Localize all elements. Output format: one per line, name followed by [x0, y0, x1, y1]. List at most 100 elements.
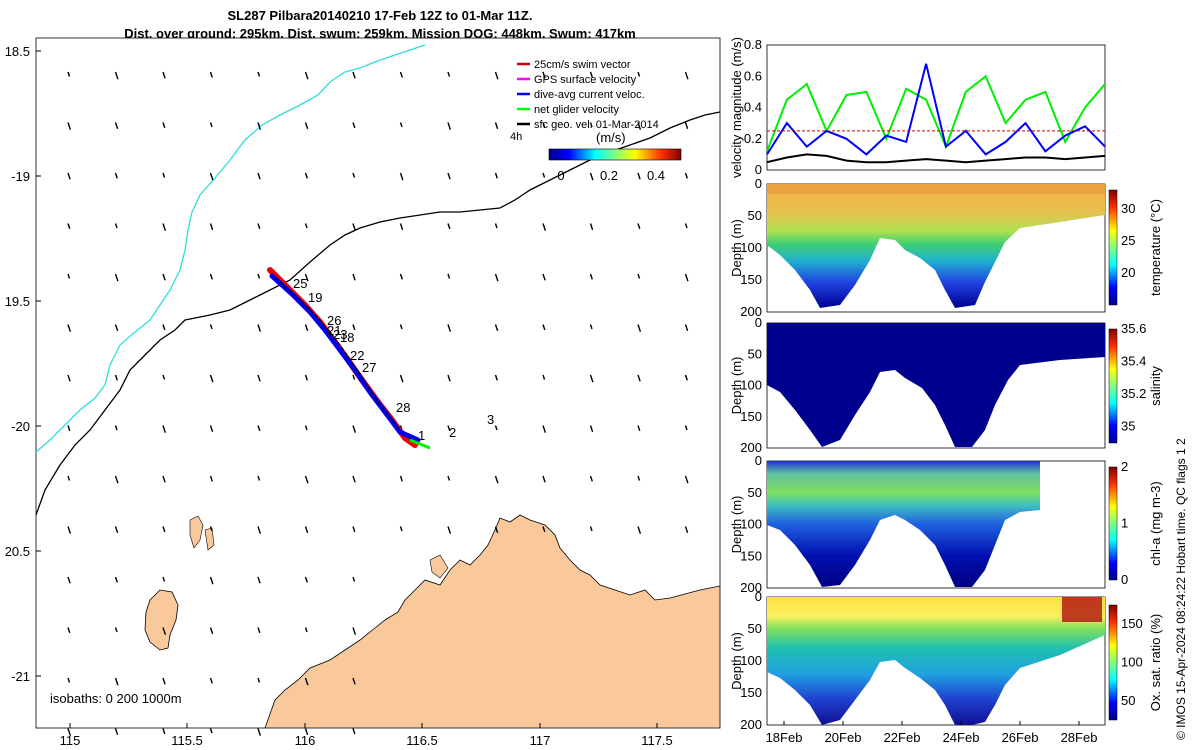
- panel-ylabel: Depth (m): [729, 632, 744, 690]
- current-arrow: [494, 273, 499, 282]
- current-arrow: [67, 273, 71, 279]
- current-arrow: [67, 223, 71, 230]
- day-label: 18: [340, 330, 354, 345]
- day-label: 28: [396, 400, 410, 415]
- current-arrow: [304, 324, 309, 332]
- current-arrow: [257, 576, 261, 584]
- current-arrow: [67, 475, 71, 481]
- current-arrow: [209, 324, 213, 330]
- current-arrow: [542, 223, 547, 231]
- date-tick-label: 26Feb: [1002, 730, 1039, 745]
- panel-ytick-label: 200: [740, 717, 762, 732]
- current-arrow: [494, 475, 499, 484]
- current-arrow: [257, 223, 261, 230]
- date-tick-label: 28Feb: [1061, 730, 1098, 745]
- current-arrow: [494, 425, 498, 431]
- current-arrow: [542, 273, 546, 281]
- speed-colorbar-ticks: 0 0.2 0.4: [557, 168, 665, 183]
- lat-tick-label: -20: [11, 419, 30, 434]
- current-arrow: [684, 475, 689, 484]
- colorbar-tick-label: 35.4: [1121, 354, 1146, 369]
- current-arrow: [162, 627, 167, 635]
- current-arrow: [494, 526, 499, 534]
- velocity-series-line: [766, 74, 1106, 152]
- panel-ytick-label: 0.8: [744, 37, 762, 52]
- speed-colorbar-tick: 0.2: [600, 168, 618, 183]
- current-arrow: [589, 122, 593, 128]
- current-arrow: [209, 223, 214, 231]
- lon-tick-label: 115: [60, 733, 81, 748]
- current-arrow: [304, 273, 309, 282]
- current-arrow: [684, 324, 689, 332]
- current-arrow: [542, 71, 546, 79]
- current-arrow: [67, 71, 71, 77]
- current-arrow: [304, 475, 309, 484]
- day-label: 26: [327, 313, 341, 328]
- colorbar-label: Ox. sat. ratio (%): [1148, 614, 1163, 712]
- current-arrow: [589, 526, 593, 532]
- current-arrow: [447, 273, 451, 279]
- current-arrow: [209, 172, 214, 181]
- current-arrow: [209, 475, 213, 482]
- current-arrow: [352, 374, 356, 380]
- current-arrow: [447, 425, 451, 432]
- salinity-colorbar: [1108, 328, 1118, 444]
- current-arrow: [162, 728, 166, 735]
- lon-tick-label: 117.5: [641, 733, 673, 748]
- colorbar-label: salinity: [1148, 366, 1163, 406]
- island-small: [429, 554, 449, 579]
- current-arrow: [494, 172, 498, 179]
- land-mainland: [264, 514, 720, 728]
- glider-track-blue: [269, 273, 421, 443]
- current-arrow: [162, 324, 166, 331]
- panel-ytick-label: 200: [740, 440, 762, 455]
- current-arrow: [352, 475, 356, 483]
- colorbar-tick-label: 150: [1121, 616, 1143, 631]
- day-label: 27: [362, 360, 376, 375]
- current-arrow: [637, 526, 642, 534]
- glider-track-black: [274, 277, 401, 431]
- current-arrow: [257, 172, 261, 180]
- velocity-lines: [766, 63, 1106, 164]
- colorbar-tick-label: 50: [1121, 693, 1135, 708]
- current-arrow: [209, 425, 214, 433]
- island-small: [204, 527, 215, 551]
- current-arrow: [399, 172, 404, 181]
- panel-ylabel: Depth (m): [729, 219, 744, 277]
- current-arrow: [352, 677, 356, 685]
- date-tick-label: 20Feb: [825, 730, 862, 745]
- current-arrow: [304, 627, 308, 633]
- current-arrow: [684, 425, 688, 431]
- panel-ytick-label: 200: [740, 580, 762, 595]
- current-arrow: [209, 728, 213, 734]
- colorbar-title: (m/s): [596, 130, 626, 145]
- current-arrow: [589, 223, 594, 231]
- current-arrow: [209, 122, 213, 128]
- current-arrow: [589, 425, 594, 433]
- lat-tick-label: 20.5: [5, 544, 30, 559]
- current-arrow: [209, 526, 213, 532]
- current-arrow: [637, 172, 641, 180]
- current-arrow: [542, 374, 546, 380]
- current-arrow: [542, 425, 547, 433]
- lat-tick-label: 19.5: [5, 294, 30, 309]
- oxygen-colorbar: [1108, 604, 1118, 721]
- current-arrow: [304, 677, 309, 686]
- panel-ylabel: Depth (m): [729, 357, 744, 415]
- current-arrow: [114, 223, 118, 229]
- current-arrow: [209, 576, 214, 585]
- current-arrow: [447, 71, 451, 77]
- current-arrow: [114, 172, 118, 179]
- net-glider-velocity: [409, 438, 431, 450]
- current-arrow: [637, 425, 641, 432]
- current-arrow: [684, 273, 689, 282]
- panel-ytick-label: 150: [740, 548, 762, 563]
- label-4h: 4h: [510, 131, 522, 143]
- day-label: 22: [350, 348, 364, 363]
- current-arrow: [637, 475, 641, 481]
- current-arrow: [257, 122, 262, 130]
- current-arrow: [304, 526, 309, 534]
